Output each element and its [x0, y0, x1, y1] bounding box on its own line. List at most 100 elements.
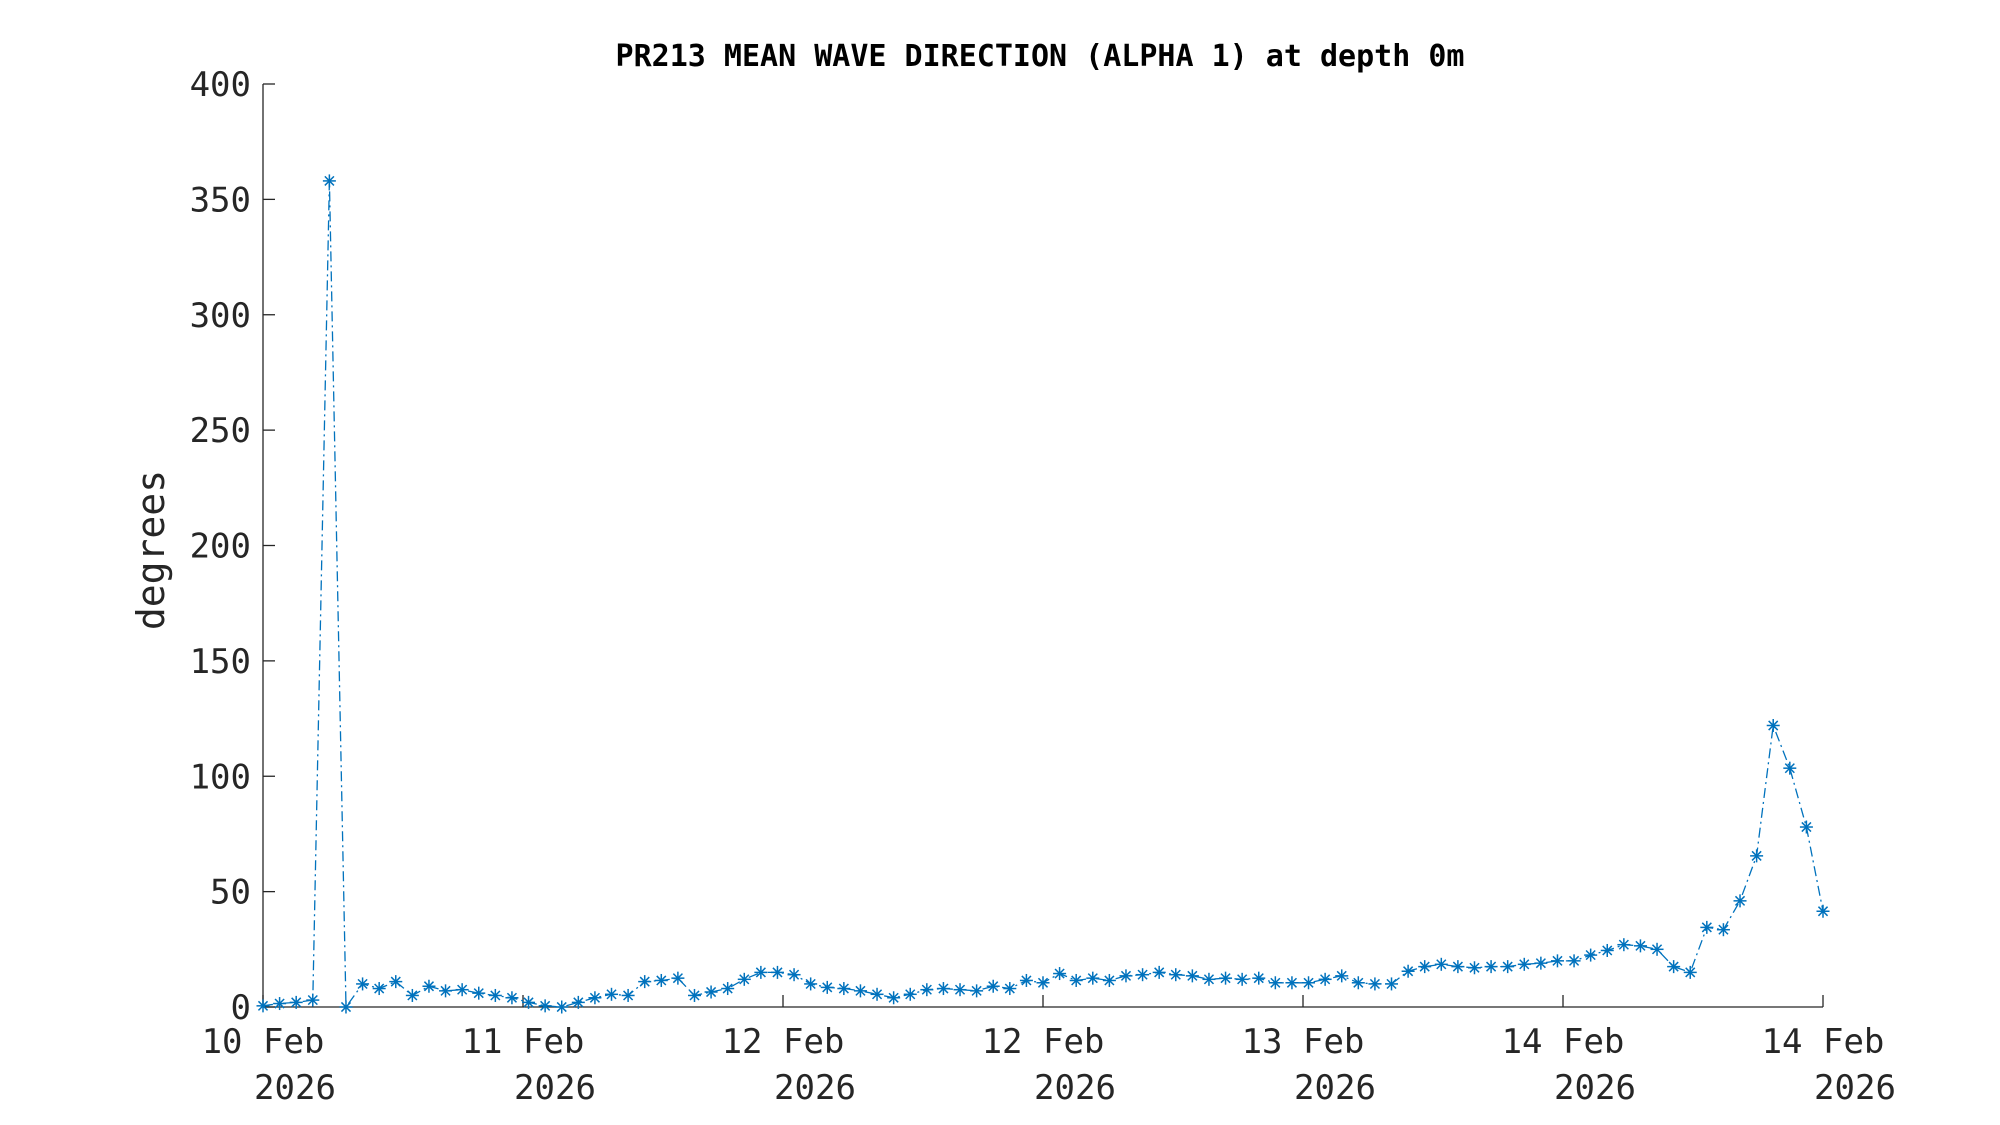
data-point — [605, 987, 619, 1001]
data-point — [870, 987, 884, 1001]
data-point — [1650, 942, 1664, 956]
data-point — [1185, 969, 1199, 983]
data-point — [754, 965, 768, 979]
data-point — [405, 988, 419, 1002]
data-point — [1385, 977, 1399, 991]
data-point — [356, 977, 370, 991]
data-point — [306, 993, 320, 1007]
data-point — [339, 1000, 353, 1014]
data-point — [555, 1000, 569, 1014]
data-point — [1169, 968, 1183, 982]
y-tick-label: 300 — [190, 296, 251, 336]
x-tick-label-date: 10 Feb — [202, 1022, 325, 1062]
data-point — [1816, 904, 1830, 918]
data-point — [1136, 968, 1150, 982]
data-point — [1152, 965, 1166, 979]
data-point — [1285, 976, 1299, 990]
y-axis-ticks: 0 50 100 150 200 250 300 350 400 — [190, 65, 275, 1028]
x-tick-label-year: 2026 — [1814, 1068, 1896, 1108]
data-point — [1335, 969, 1349, 983]
data-point — [1633, 939, 1647, 953]
data-point — [1252, 971, 1266, 985]
data-point — [1484, 960, 1498, 974]
data-point — [1219, 971, 1233, 985]
data-point — [837, 982, 851, 996]
data-point — [1451, 960, 1465, 974]
x-tick-label-year: 2026 — [1034, 1068, 1116, 1108]
x-tick-label-year: 2026 — [254, 1068, 336, 1108]
data-point — [571, 995, 585, 1009]
data-point — [654, 973, 668, 987]
data-point — [1351, 976, 1365, 990]
data-point — [1584, 948, 1598, 962]
x-tick-label-year: 2026 — [514, 1068, 596, 1108]
data-point — [256, 999, 270, 1013]
y-tick-label: 50 — [210, 873, 251, 913]
x-tick-label-date: 11 Feb — [462, 1022, 585, 1062]
data-point — [1799, 820, 1813, 834]
data-point — [1617, 938, 1631, 952]
data-point — [887, 991, 901, 1005]
data-point — [1683, 965, 1697, 979]
data-point — [1069, 973, 1083, 987]
data-point — [1102, 973, 1116, 987]
data-point — [1086, 971, 1100, 985]
data-point — [853, 984, 867, 998]
data-point — [737, 972, 751, 986]
data-point — [1368, 977, 1382, 991]
data-point — [970, 984, 984, 998]
x-tick-label-year: 2026 — [774, 1068, 856, 1108]
data-point — [422, 979, 436, 993]
data-point — [1783, 761, 1797, 775]
y-tick-label: 150 — [190, 642, 251, 682]
data-point — [1716, 923, 1730, 937]
data-point — [1418, 960, 1432, 974]
data-point — [721, 982, 735, 996]
data-point — [936, 982, 950, 996]
data-point — [505, 991, 519, 1005]
data-point — [671, 971, 685, 985]
data-point — [372, 982, 386, 996]
data-point — [455, 983, 469, 997]
data-point — [538, 999, 552, 1013]
data-point — [1501, 960, 1515, 974]
y-tick-label: 400 — [190, 65, 251, 105]
data-point — [638, 975, 652, 989]
x-tick-label-date: 14 Feb — [1502, 1022, 1625, 1062]
data-point — [1235, 972, 1249, 986]
data-point — [289, 995, 303, 1009]
x-axis-ticks: 10 Feb 2026 11 Feb 2026 12 Feb 2026 12 Feb 2026… — [202, 995, 1896, 1108]
data-point — [472, 986, 486, 1000]
data-point — [273, 997, 287, 1011]
y-tick-label: 350 — [190, 180, 251, 220]
y-tick-label: 200 — [190, 527, 251, 567]
data-point — [1766, 718, 1780, 732]
data-point — [1534, 956, 1548, 970]
chart-title: PR213 MEAN WAVE DIRECTION (ALPHA 1) at d… — [616, 39, 1465, 74]
data-point — [522, 995, 536, 1009]
data-point — [1268, 976, 1282, 990]
data-point — [770, 965, 784, 979]
x-tick-label-year: 2026 — [1294, 1068, 1376, 1108]
data-point — [588, 991, 602, 1005]
data-point — [953, 983, 967, 997]
data-point — [322, 174, 336, 188]
data-point — [787, 968, 801, 982]
plot-area — [256, 174, 1830, 1014]
data-point — [820, 980, 834, 994]
x-tick-label-date: 12 Feb — [982, 1022, 1105, 1062]
y-tick-label: 100 — [190, 757, 251, 797]
data-point — [1202, 972, 1216, 986]
data-point — [1700, 920, 1714, 934]
data-point — [1467, 961, 1481, 975]
data-point — [1003, 982, 1017, 996]
data-point — [621, 988, 635, 1002]
data-point — [1036, 976, 1050, 990]
x-tick-label-date: 13 Feb — [1242, 1022, 1365, 1062]
y-tick-label: 0 — [231, 988, 251, 1028]
data-point — [1119, 969, 1133, 983]
data-point — [1302, 976, 1316, 990]
data-point — [1550, 954, 1564, 968]
y-axis-label: degrees — [129, 470, 173, 630]
